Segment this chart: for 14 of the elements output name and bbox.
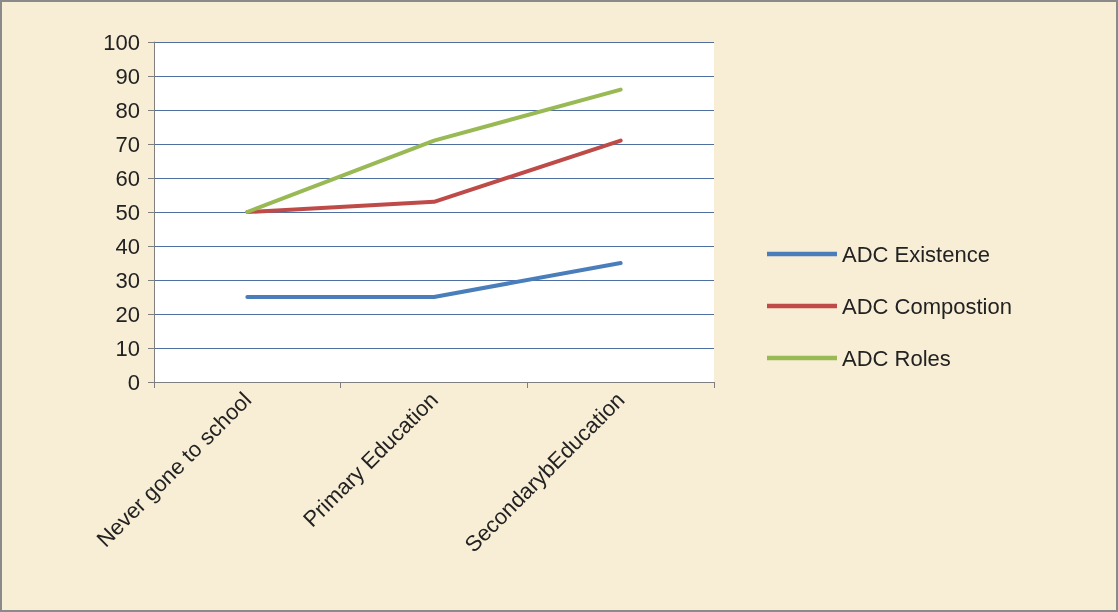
y-tick-label: 90 [115, 63, 140, 89]
y-tick-label: 100 [103, 29, 140, 55]
y-tick-label: 10 [115, 335, 140, 361]
y-tick-label: 30 [115, 267, 140, 293]
y-tick-label: 60 [115, 165, 140, 191]
legend-label: ADC Roles [842, 345, 951, 371]
y-tick-label: 50 [115, 199, 140, 225]
y-tick-label: 0 [127, 369, 140, 395]
y-tick-label: 80 [115, 97, 140, 123]
y-tick-label: 70 [115, 131, 140, 157]
legend-label: ADC Compostion [842, 293, 1012, 319]
y-tick-label: 20 [115, 301, 140, 327]
legend-label: ADC Existence [842, 241, 990, 267]
y-tick-label: 40 [115, 233, 140, 259]
